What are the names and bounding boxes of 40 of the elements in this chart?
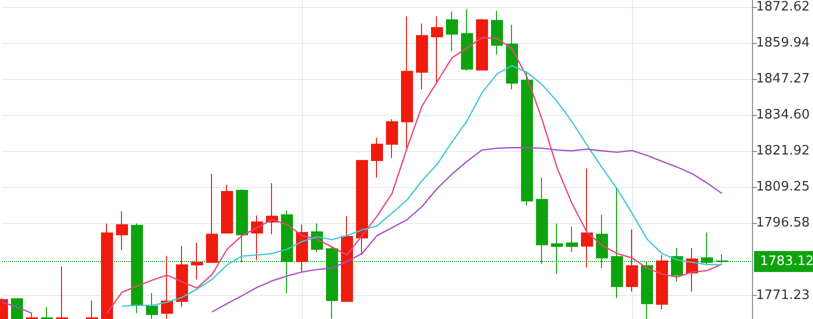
candlestick <box>176 246 188 308</box>
y-tick-label: 1771.23 <box>756 288 810 303</box>
candlestick <box>101 223 113 319</box>
candlestick <box>191 242 203 280</box>
candlestick <box>221 184 233 234</box>
candlestick <box>161 255 173 319</box>
candlestick <box>446 11 458 52</box>
candlestick <box>341 216 353 302</box>
candlestick <box>356 160 368 256</box>
candlestick <box>431 16 443 84</box>
candlestick <box>206 173 218 263</box>
y-tick-label: 1809.25 <box>756 180 810 195</box>
y-tick-label: 1847.27 <box>756 71 810 86</box>
candlestick <box>386 118 398 158</box>
candlestick <box>461 8 473 72</box>
candlestick <box>491 10 503 56</box>
candlestick <box>26 312 38 319</box>
candlestick <box>656 254 668 310</box>
candlestick <box>86 300 98 319</box>
candlestick <box>566 226 578 252</box>
y-tick-label: 1872.62 <box>756 0 810 14</box>
candlestick <box>56 266 68 319</box>
y-tick-label: 1796.58 <box>756 216 810 231</box>
candlestick <box>581 168 593 268</box>
candlestick <box>371 137 383 178</box>
candlestick <box>626 228 638 292</box>
candlestick <box>41 306 53 319</box>
candlestick <box>416 23 428 90</box>
candlestick <box>116 210 128 251</box>
y-tick-label: 1821.92 <box>756 144 810 159</box>
candlestick <box>11 298 23 319</box>
candlestick <box>506 24 518 90</box>
candlestick <box>521 72 533 206</box>
candlestick <box>401 16 413 149</box>
y-tick-label: 1834.60 <box>756 107 810 122</box>
candlestick <box>146 292 158 319</box>
ref-line-label: 1783.12 <box>760 254 813 269</box>
y-tick-label: 1859.94 <box>756 35 810 50</box>
candlestick <box>476 18 488 71</box>
candlestick <box>296 224 308 273</box>
